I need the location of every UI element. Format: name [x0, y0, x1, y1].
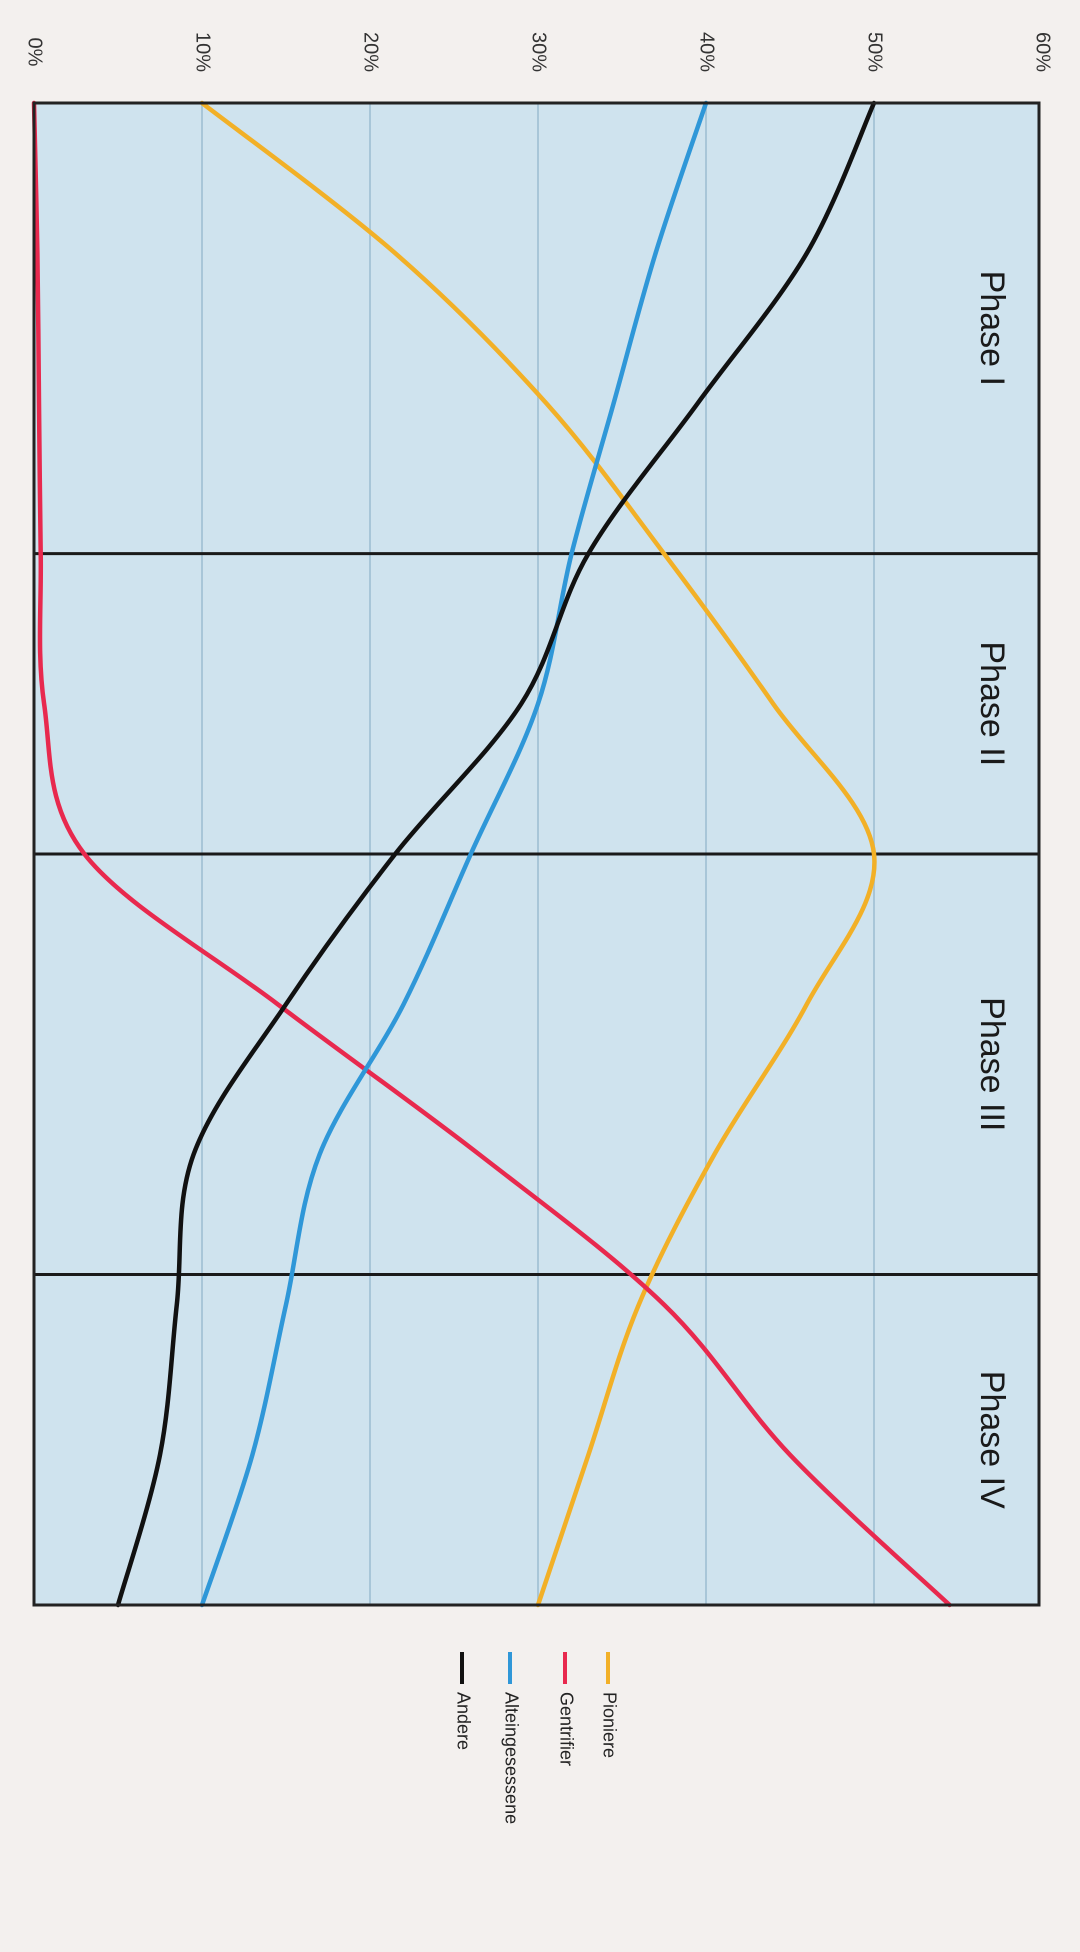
- tick-label: 20%: [360, 32, 382, 72]
- tick-label: 40%: [696, 32, 718, 72]
- series-line-pioniere: [199, 100, 877, 1608]
- tick-label: 0%: [24, 38, 46, 67]
- phase-dividers: Phase I Phase II Phase III Phase IV: [34, 271, 1039, 1509]
- legend-label: Gentrifier: [556, 1692, 576, 1766]
- phase-label: Phase II: [973, 641, 1011, 766]
- series-lines: [31, 100, 952, 1608]
- legend-label: Andere: [453, 1692, 473, 1750]
- phase-label: Phase IV: [973, 1371, 1011, 1509]
- phase-label: Phase I: [973, 271, 1011, 386]
- plot-frame: [32, 101, 1041, 1607]
- tick-label: 30%: [528, 32, 550, 72]
- tick-label: 60%: [1032, 32, 1054, 72]
- phase-label: Phase III: [973, 997, 1011, 1131]
- tick-label: 50%: [864, 32, 886, 72]
- legend: Pioniere Gentrifier Alteingesessene Andere: [453, 1652, 619, 1824]
- series-line-andere: [115, 100, 877, 1608]
- series-line-gentrifier: [31, 100, 952, 1608]
- legend-label: Pioniere: [599, 1692, 619, 1758]
- tick-label: 10%: [192, 32, 214, 72]
- axis-ticks: 0% 10% 20% 30% 40% 50% 60%: [24, 32, 1054, 72]
- legend-label: Alteingesessene: [501, 1692, 521, 1824]
- series-line-alteingesessene: [199, 100, 709, 1608]
